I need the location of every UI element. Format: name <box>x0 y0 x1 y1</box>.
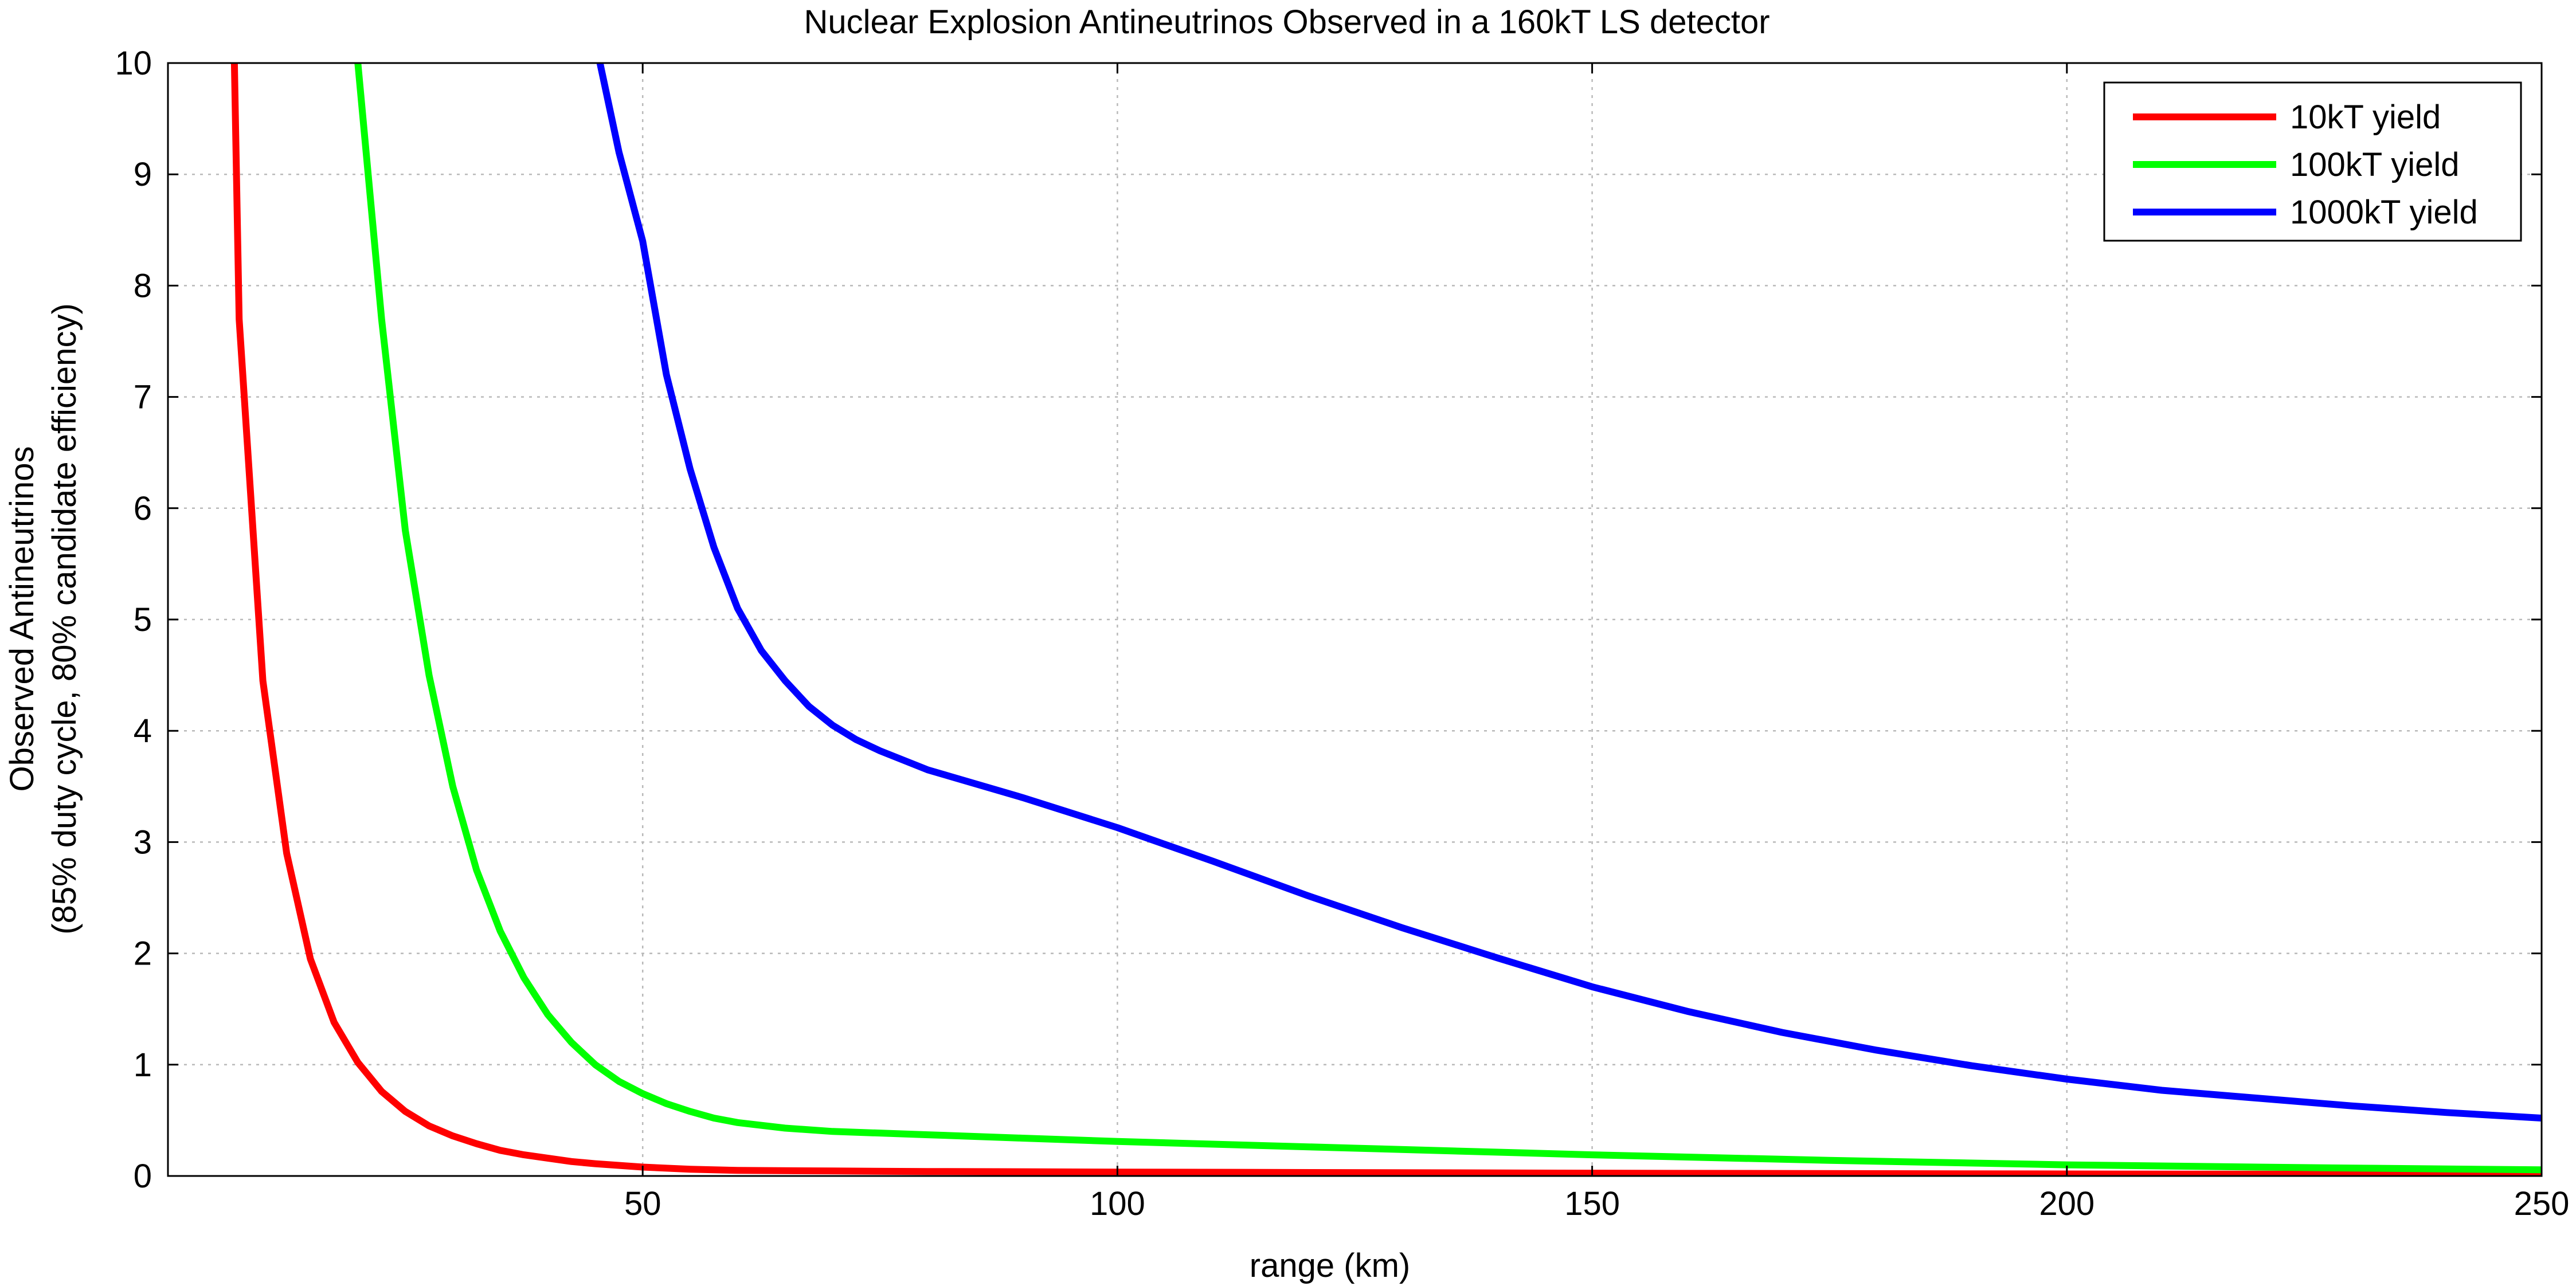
series-line-2 <box>354 63 2542 1174</box>
y-tick-label: 1 <box>134 1046 152 1084</box>
y-axis-label-line-1: Observed Antineutrinos <box>3 446 41 792</box>
x-tick-label: 150 <box>1564 1185 1620 1222</box>
legend-label-2: 100kT yield <box>2290 146 2460 183</box>
y-tick-label: 3 <box>134 824 152 861</box>
y-tick-label: 7 <box>134 379 152 416</box>
series-line-3 <box>596 63 2542 1122</box>
y-tick-label: 10 <box>115 45 152 82</box>
legend-label-3: 1000kT yield <box>2290 194 2478 231</box>
chart-title: Nuclear Explosion Antineutrinos Observed… <box>804 3 1769 41</box>
y-tick-label: 0 <box>134 1158 152 1195</box>
grid-layer <box>168 63 2542 1176</box>
legend: 10kT yield 100kT yield 1000kT yield <box>2103 81 2522 242</box>
tick-layer: 50 100 150 200 250 0 1 2 3 4 5 6 7 8 9 10 <box>115 45 2569 1222</box>
y-tick-label: 9 <box>134 156 152 193</box>
x-tick-label: 100 <box>1090 1185 1145 1222</box>
y-tick-label: 8 <box>134 267 152 304</box>
series-line-1 <box>230 63 2542 1176</box>
x-tick-label: 250 <box>2514 1185 2570 1222</box>
y-tick-label: 6 <box>134 490 152 527</box>
y-tick-label: 4 <box>134 712 152 750</box>
y-axis-label-line-2: (85% duty cycle, 80% candidate efficienc… <box>46 303 83 935</box>
x-tick-label: 50 <box>624 1185 661 1222</box>
series-layer <box>230 63 2542 1176</box>
x-tick-label: 200 <box>2039 1185 2095 1222</box>
x-axis-label: range (km) <box>1250 1247 1410 1284</box>
legend-label-1: 10kT yield <box>2290 99 2441 136</box>
y-tick-label: 5 <box>134 601 152 638</box>
y-tick-label: 2 <box>134 935 152 973</box>
